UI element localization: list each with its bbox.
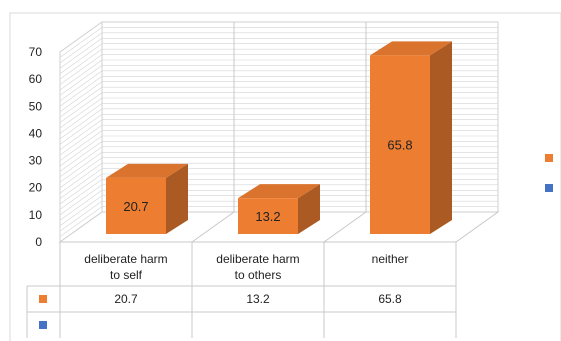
table-cell: 13.2 [246,292,270,306]
bar-side [166,163,188,234]
side-gridline [59,119,103,150]
side-gridline [59,54,103,85]
table-cell: 20.7 [114,292,138,306]
floor-divider [191,211,235,243]
series-key-swatch [39,295,47,303]
data-label: 65.8 [387,138,412,153]
side-gridline [59,211,103,243]
side-gridline [59,124,103,156]
category-label: neither [372,252,409,266]
legend-swatch [545,154,553,162]
bar-side [298,184,320,234]
side-gridline [59,141,103,172]
legend-swatch [545,184,553,192]
side-gridline [59,152,103,183]
side-gridline [59,200,103,232]
bar-front [106,177,166,234]
bar-front [238,198,298,234]
floor-divider [323,211,367,243]
side-gridline [59,86,103,118]
side-gridline [59,146,103,178]
side-gridline [59,135,103,167]
side-gridline [59,168,103,199]
side-gridline [59,114,103,145]
y-tick-label: 70 [29,45,43,59]
side-wall [59,21,103,243]
bar-1: 20.7 [106,163,188,234]
table-cell: 65.8 [378,292,402,306]
y-tick-label: 50 [29,99,43,113]
side-gridline [59,179,103,210]
side-gridline [59,173,103,205]
y-tick-label: 60 [29,72,43,86]
category-label: deliberate harm [216,252,299,266]
category-label: deliberate harm [84,252,167,266]
side-gridline [59,81,103,112]
bar-top [370,41,452,56]
bar-front [370,55,430,235]
side-gridline [59,21,103,53]
y-tick-label: 10 [29,208,43,222]
side-gridline [59,32,103,64]
series-key-swatch [39,321,47,329]
side-gridline [59,184,103,216]
side-gridline [59,27,103,58]
y-tick-label: 30 [29,154,43,168]
bars: 20.7 13.2 65.8 [106,41,452,235]
bar-top [238,184,320,199]
side-gridline [59,97,103,129]
y-tick-label: 0 [35,235,42,249]
y-tick-label: 20 [29,181,43,195]
side-gridline [59,38,103,69]
side-gridline [59,157,103,188]
side-gridline [59,162,103,194]
category-label: to others [235,268,282,282]
side-gridline [59,190,103,221]
y-axis: 0 10 20 30 40 50 60 70 [29,45,43,249]
bar-top [106,163,188,178]
side-gridline [59,43,103,74]
side-gridline [59,103,103,134]
bar-3: 65.8 [370,41,452,235]
category-label: to self [110,268,143,282]
side-gridline [59,206,103,237]
data-label: 13.2 [255,209,280,224]
side-gridline [59,76,103,107]
y-tick-label: 40 [29,126,43,140]
side-gridline [59,65,103,96]
side-gridline [59,130,103,161]
side-gridline [59,59,103,91]
legend [545,154,553,192]
side-gridline [59,70,103,102]
side-gridline [59,108,103,140]
data-label: 20.7 [123,199,148,214]
bar-side [430,41,452,235]
side-gridline [59,195,103,226]
data-table: deliberate harm to self deliberate harm to … [26,242,457,338]
bar-2: 13.2 [238,184,320,234]
side-gridline [59,92,103,123]
side-gridline [59,48,103,80]
